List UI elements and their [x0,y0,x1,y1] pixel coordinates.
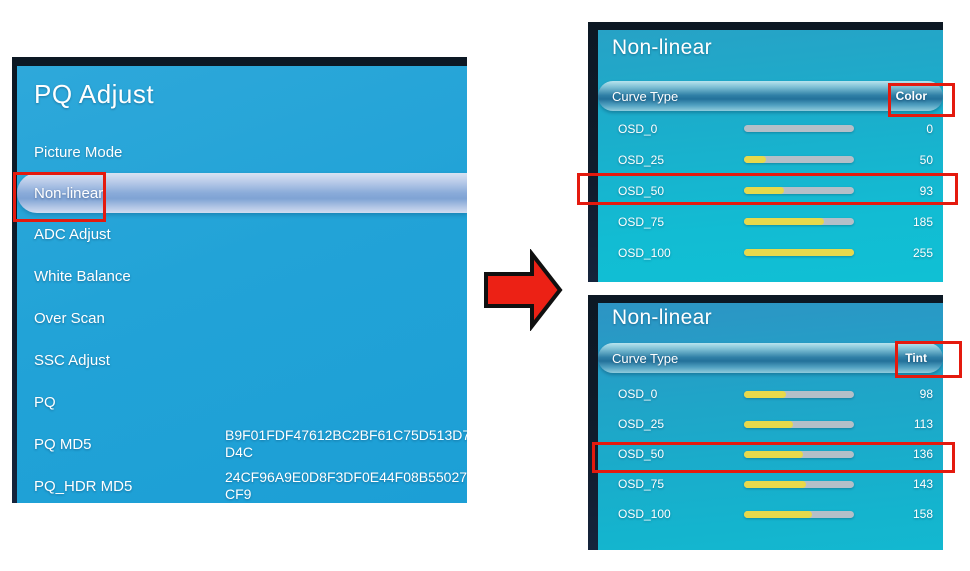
osd-slider[interactable] [744,510,854,518]
panel-title: Non-linear [612,306,712,329]
curve-type-label: Curve Type [612,350,679,366]
osd-rows: OSD_0 98 OSD_25 113 OSD_50 136 OSD_75 [598,379,943,529]
osd-100-row[interactable]: OSD_100 255 [598,237,943,268]
menu-item-label: PQ MD5 [34,435,92,453]
osd-row-label: OSD_50 [618,447,665,461]
menu-item-label: PQ [34,393,56,411]
osd-row-value: 255 [912,245,933,260]
osd-row-value: 143 [912,477,933,491]
menu-item-non-linear[interactable]: Non-linear [17,173,467,213]
osd-row-value: 93 [919,183,933,198]
osd-row-value: 98 [919,387,933,401]
osd-0-row[interactable]: OSD_0 0 [598,113,943,144]
arrow-right-icon [483,248,563,336]
menu-item-label: White Balance [34,267,131,285]
osd-slider-fill [744,420,793,428]
curve-type-label: Curve Type [612,88,679,104]
osd-row-label: OSD_50 [618,183,665,198]
menu-list: Picture Mode Non-linear ADC Adjust White… [17,131,467,503]
osd-slider-fill [744,249,854,256]
osd-row-value: 136 [912,447,933,461]
pq-hdr-md5-value: 24CF96A9E0D8F3DF0E44F08B55027CF9 [225,469,467,502]
osd-slider[interactable] [744,450,854,458]
osd-slider[interactable] [744,390,854,398]
osd-row-label: OSD_75 [618,477,665,491]
highlight-box-osd50-tint [592,442,955,473]
osd-slider[interactable] [744,249,854,256]
osd-row-label: OSD_75 [618,214,665,229]
menu-item-adc-adjust[interactable]: ADC Adjust [17,213,467,255]
osd-slider-fill [744,390,787,398]
osd-row-label: OSD_25 [618,417,665,431]
osd-100-row[interactable]: OSD_100 158 [598,499,943,529]
menu-item-label: Non-linear [34,184,104,202]
osd-slider-fill [744,156,766,163]
highlight-box-color [888,83,955,117]
osd-row-value: 50 [919,152,933,167]
pq-adjust-menu: PQ Adjust Picture Mode Non-linear ADC Ad… [17,66,467,503]
menu-item-ssc-adjust[interactable]: SSC Adjust [17,339,467,381]
menu-item-pq-md5[interactable]: PQ MD5 B9F01FDF47612BC2BF61C75D513D7D4C [17,423,467,465]
page-title: PQ Adjust [34,79,155,109]
osd-25-row[interactable]: OSD_25 113 [598,409,943,439]
osd-row-value: 113 [913,417,933,431]
osd-0-row[interactable]: OSD_0 98 [598,379,943,409]
highlight-box-osd50-color [577,173,958,205]
osd-rows: OSD_0 0 OSD_25 50 OSD_50 93 OSD_75 [598,113,943,268]
menu-item-label: ADC Adjust [34,225,111,243]
menu-item-white-balance[interactable]: White Balance [17,255,467,297]
osd-row-label: OSD_25 [618,152,665,167]
osd-row-label: OSD_0 [618,121,658,136]
highlight-box-non-linear [13,172,106,222]
curve-type-value: Color [895,89,927,103]
osd-75-row[interactable]: OSD_75 143 [598,469,943,499]
osd-slider[interactable] [744,187,854,194]
highlight-box-tint [895,341,962,378]
osd-row-value: 158 [912,507,933,521]
osd-slider[interactable] [744,218,854,225]
osd-row-label: OSD_0 [618,387,658,401]
osd-slider[interactable] [744,420,854,428]
osd-slider-fill [744,510,813,518]
curve-type-selector[interactable]: Curve Type Tint [598,343,943,373]
osd-slider-fill [744,450,803,458]
osd-row-value: 185 [912,214,933,229]
osd-25-row[interactable]: OSD_25 50 [598,144,943,175]
osd-slider[interactable] [744,125,854,132]
pq-adjust-photo: PQ Adjust Picture Mode Non-linear ADC Ad… [12,57,467,503]
osd-50-row[interactable]: OSD_50 136 [598,439,943,469]
menu-item-label: SSC Adjust [34,351,110,369]
osd-slider-fill [744,480,806,488]
menu-item-pq[interactable]: PQ [17,381,467,423]
curve-type-selector[interactable]: Curve Type Color [598,81,943,111]
osd-row-label: OSD_100 [618,245,671,260]
menu-item-over-scan[interactable]: Over Scan [17,297,467,339]
menu-item-label: Over Scan [34,309,105,327]
osd-slider[interactable] [744,480,854,488]
curve-type-value: Tint [905,351,927,365]
osd-slider[interactable] [744,156,854,163]
non-linear-color-photo: Non-linear Curve Type Color OSD_0 0 OSD_… [588,22,943,282]
osd-50-row[interactable]: OSD_50 93 [598,175,943,206]
osd-slider-fill [744,187,785,194]
non-linear-tint-panel: Non-linear Curve Type Tint OSD_0 98 OSD_… [598,303,943,550]
pq-md5-value: B9F01FDF47612BC2BF61C75D513D7D4C [225,427,467,460]
osd-row-value: 0 [926,121,933,136]
osd-slider-fill [744,218,824,225]
osd-75-row[interactable]: OSD_75 185 [598,206,943,237]
osd-row-label: OSD_100 [618,507,671,521]
non-linear-tint-photo: Non-linear Curve Type Tint OSD_0 98 OSD_… [588,295,943,550]
menu-item-label: PQ_HDR MD5 [34,477,133,495]
menu-item-pq-hdr-md5[interactable]: PQ_HDR MD5 24CF96A9E0D8F3DF0E44F08B55027… [17,465,467,503]
panel-title: Non-linear [612,36,712,59]
menu-item-label: Picture Mode [34,143,123,161]
non-linear-color-panel: Non-linear Curve Type Color OSD_0 0 OSD_… [598,30,943,282]
menu-item-picture-mode[interactable]: Picture Mode [17,131,467,173]
